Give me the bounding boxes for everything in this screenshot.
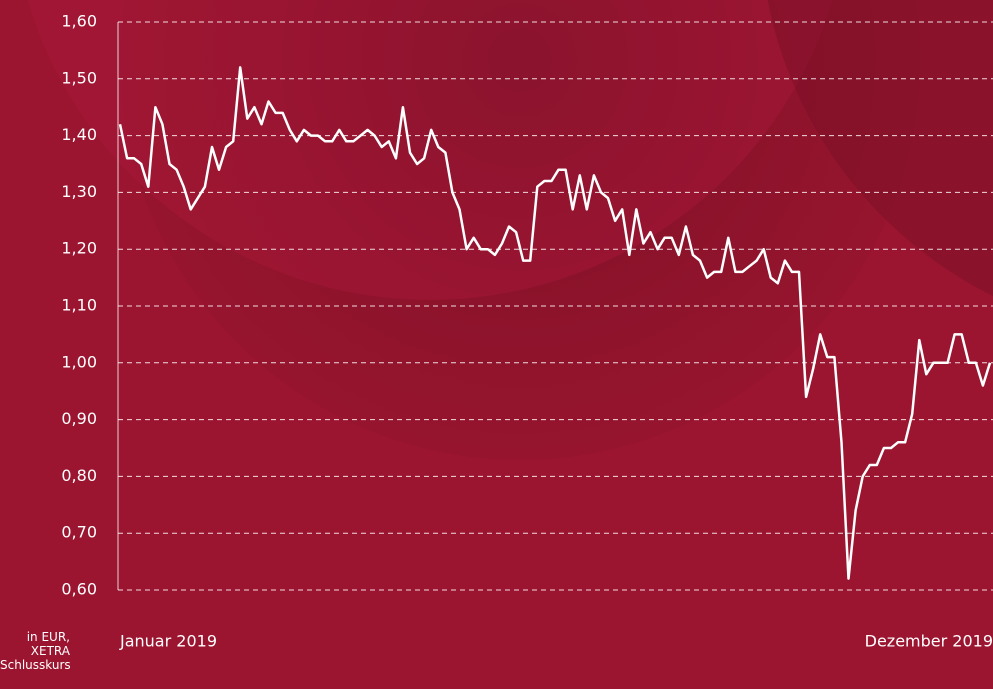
y-axis-label: in EUR, XETRA Schlusskurs — [0, 630, 70, 672]
y-tick-label: 1,10 — [61, 296, 97, 315]
y-tick-label: 1,60 — [61, 12, 97, 31]
x-tick-label: Dezember 2019 — [865, 632, 993, 651]
y-tick-label: 1,20 — [61, 239, 97, 258]
y-tick-label: 1,30 — [61, 182, 97, 201]
y-tick-label: 0,90 — [61, 409, 97, 428]
y-tick-label: 0,70 — [61, 523, 97, 542]
y-tick-label: 0,60 — [61, 580, 97, 599]
page: {"chart_data": {"type": "line", "y_label… — [0, 0, 993, 689]
chart: 0,60 0,70 0,80 0,90 1,00 1,10 1,20 1,30 1,40 1,50… — [0, 0, 993, 689]
y-tick-label: 1,50 — [61, 68, 97, 87]
x-tick-label: Januar 2019 — [119, 632, 217, 651]
y-tick-label: 0,80 — [61, 466, 97, 485]
y-tick-label: 1,40 — [61, 125, 97, 144]
y-tick-label: 1,00 — [61, 352, 97, 371]
